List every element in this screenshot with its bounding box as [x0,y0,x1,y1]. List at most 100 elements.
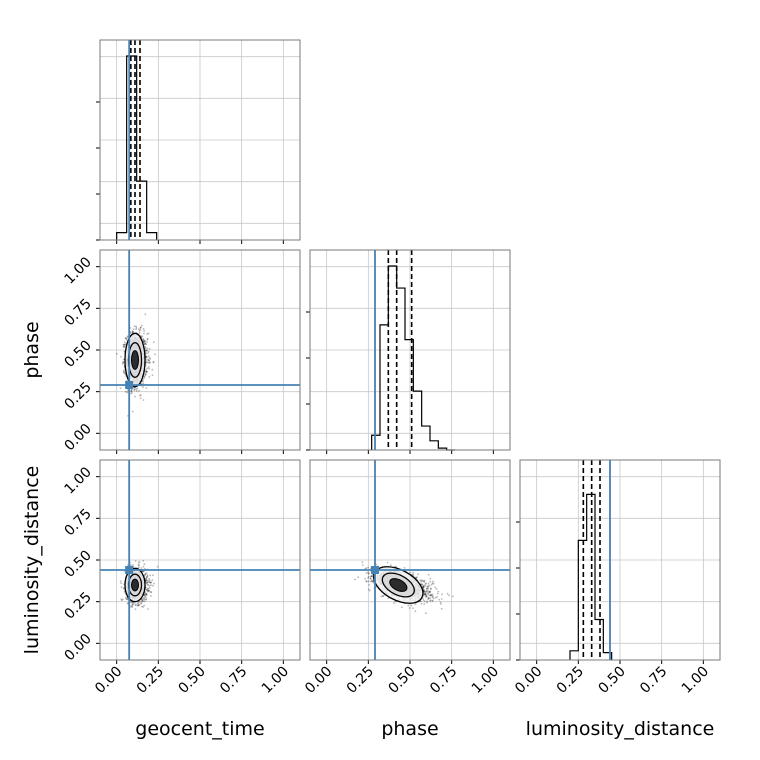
scatter-point [120,355,122,358]
scatter-point [429,599,432,602]
scatter-point [412,573,414,576]
scatter-point [429,600,431,603]
scatter-point [429,590,432,593]
scatter-point [421,580,424,582]
scatter-point [421,579,423,582]
panel-border [99,249,301,451]
scatter-point [144,343,146,346]
scatter-point [367,566,370,569]
scatter-point [437,592,439,595]
scatter-point [143,604,146,607]
scatter-point [370,580,373,583]
scatter-point [144,595,146,598]
scatter-point [371,574,373,577]
scatter-point [148,367,151,370]
scatter-point [134,386,137,389]
scatter-point [123,344,126,346]
y-tick-label: 0.75 [61,506,94,539]
scatter-point [143,339,146,342]
scatter-point [440,607,443,610]
scatter-point [122,360,124,363]
contour-level [389,578,408,592]
scatter-point [132,330,135,333]
scatter-point [146,581,149,584]
scatter-point [139,326,142,329]
scatter-point [146,588,148,591]
scatter-point [125,596,127,599]
contour-level [131,350,139,370]
scatter-point [134,604,137,607]
scatter-points [115,313,156,417]
scatter-point [152,574,154,577]
scatter-point [123,341,126,344]
scatter-point [423,593,426,595]
scatter-point [425,593,427,596]
x-tick-label: 0.25 [554,664,587,697]
scatter-point [412,571,414,574]
scatter-point [422,588,425,591]
scatter-point [426,587,429,590]
scatter-point [130,390,133,392]
scatter-point [440,603,442,605]
y-tick-label: 0.25 [61,379,94,412]
scatter-point [361,564,364,566]
scatter-point [145,349,148,352]
scatter-point [147,589,150,592]
y-axis-label-phase: phase [21,321,43,378]
scatter-point [137,564,140,566]
scatter-point [387,597,390,600]
y-axis-label-luminosity-distance: luminosity_distance [21,466,43,655]
scatter-point [144,374,147,376]
panel-border [309,249,511,451]
scatter-point [141,598,143,601]
scatter-point [143,376,146,378]
scatter-point [135,390,138,392]
scatter-point [425,612,427,615]
scatter-points [354,561,454,615]
scatter-point [429,597,431,600]
scatter-point [145,356,148,358]
scatter-point [149,581,152,584]
scatter-point [147,608,149,610]
scatter-point [139,394,142,396]
scatter-point [429,593,432,596]
scatter-point [133,388,136,391]
scatter-point [432,597,435,600]
scatter-point [135,388,138,391]
scatter-point [148,361,151,364]
scatter-point [124,390,127,393]
truth-marker [371,566,379,574]
scatter-point [145,350,147,352]
scatter-point [124,597,127,600]
y-tick-label: 1.00 [61,254,94,287]
x-tick-label: 0.75 [637,664,670,697]
scatter-point [140,600,142,603]
scatter-point [133,325,136,328]
scatter-point [146,589,149,592]
scatter-point [149,357,152,360]
scatter-point [147,589,150,591]
scatter-point [142,596,145,599]
scatter-point [123,591,126,593]
scatter-point [427,590,430,593]
scatter-point [434,586,436,589]
scatter-point [146,371,148,373]
scatter-point [420,602,423,605]
scatter-point [382,595,384,598]
scatter-point [427,573,430,576]
scatter-point [145,371,148,373]
scatter-point [426,601,428,604]
scatter-point [441,593,443,596]
scatter-point [424,593,427,595]
scatter-point [126,335,129,338]
scatter-point [438,598,441,601]
scatter-point [138,603,141,606]
scatter-point [151,368,154,371]
scatter-point [115,352,118,355]
scatter-point [122,346,125,348]
scatter-point [150,581,153,584]
scatter-point [386,561,389,564]
scatter-point [421,583,423,586]
scatter-point [144,596,147,599]
scatter-point [367,576,369,579]
